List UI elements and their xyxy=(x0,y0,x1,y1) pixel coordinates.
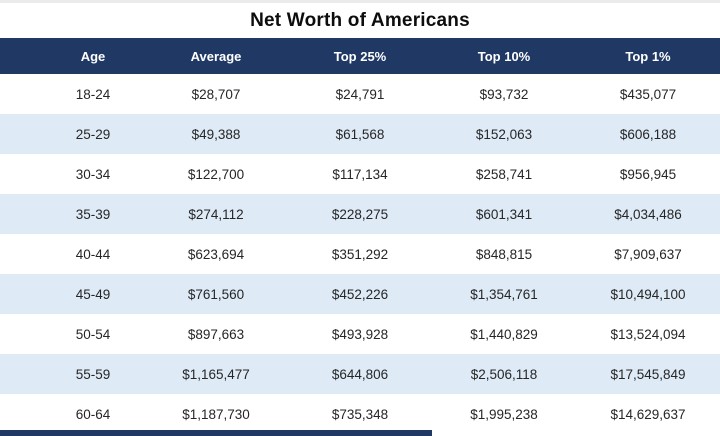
value-cell: $24,791 xyxy=(288,74,432,114)
value-cell: $61,568 xyxy=(288,114,432,154)
table-row: 60-64 $1,187,730 $735,348 $1,995,238 $14,629… xyxy=(0,394,720,434)
table-row: 30-34 $122,700 $117,134 $258,741 $956,945 xyxy=(0,154,720,194)
column-header-average: Average xyxy=(144,38,288,74)
value-cell: $735,348 xyxy=(288,394,432,434)
age-cell: 40-44 xyxy=(0,234,144,274)
table-header: Age Average Top 25% Top 10% Top 1% xyxy=(0,38,720,74)
value-cell: $761,560 xyxy=(144,274,288,314)
value-cell: $117,134 xyxy=(288,154,432,194)
table-row: 35-39 $274,112 $228,275 $601,341 $4,034,486 xyxy=(0,194,720,234)
age-cell: 18-24 xyxy=(0,74,144,114)
age-cell: 50-54 xyxy=(0,314,144,354)
value-cell: $1,440,829 xyxy=(432,314,576,354)
value-cell: $228,275 xyxy=(288,194,432,234)
value-cell: $17,545,849 xyxy=(576,354,720,394)
cutoff-next-section-bar xyxy=(0,430,432,436)
age-cell: 25-29 xyxy=(0,114,144,154)
value-cell: $452,226 xyxy=(288,274,432,314)
column-header-top-1: Top 1% xyxy=(576,38,720,74)
value-cell: $122,700 xyxy=(144,154,288,194)
value-cell: $93,732 xyxy=(432,74,576,114)
value-cell: $14,629,637 xyxy=(576,394,720,434)
value-cell: $1,187,730 xyxy=(144,394,288,434)
value-cell: $1,354,761 xyxy=(432,274,576,314)
column-header-age: Age xyxy=(0,38,144,74)
value-cell: $848,815 xyxy=(432,234,576,274)
value-cell: $49,388 xyxy=(144,114,288,154)
table-row: 25-29 $49,388 $61,568 $152,063 $606,188 xyxy=(0,114,720,154)
value-cell: $897,663 xyxy=(144,314,288,354)
value-cell: $435,077 xyxy=(576,74,720,114)
age-cell: 35-39 xyxy=(0,194,144,234)
value-cell: $493,928 xyxy=(288,314,432,354)
table-body: 18-24 $28,707 $24,791 $93,732 $435,077 25-29 $… xyxy=(0,74,720,434)
title-bar: Net Worth of Americans xyxy=(0,3,720,38)
age-cell: 30-34 xyxy=(0,154,144,194)
table-row: 50-54 $897,663 $493,928 $1,440,829 $13,524,0… xyxy=(0,314,720,354)
table-row: 40-44 $623,694 $351,292 $848,815 $7,909,637 xyxy=(0,234,720,274)
table-row: 18-24 $28,707 $24,791 $93,732 $435,077 xyxy=(0,74,720,114)
value-cell: $152,063 xyxy=(432,114,576,154)
value-cell: $623,694 xyxy=(144,234,288,274)
value-cell: $4,034,486 xyxy=(576,194,720,234)
value-cell: $351,292 xyxy=(288,234,432,274)
value-cell: $2,506,118 xyxy=(432,354,576,394)
table-row: 55-59 $1,165,477 $644,806 $2,506,118 $17,545… xyxy=(0,354,720,394)
value-cell: $606,188 xyxy=(576,114,720,154)
column-header-top-10: Top 10% xyxy=(432,38,576,74)
header-row: Age Average Top 25% Top 10% Top 1% xyxy=(0,38,720,74)
chart-title: Net Worth of Americans xyxy=(250,9,470,31)
value-cell: $274,112 xyxy=(144,194,288,234)
value-cell: $28,707 xyxy=(144,74,288,114)
column-header-top-25: Top 25% xyxy=(288,38,432,74)
value-cell: $7,909,637 xyxy=(576,234,720,274)
value-cell: $1,995,238 xyxy=(432,394,576,434)
value-cell: $956,945 xyxy=(576,154,720,194)
value-cell: $258,741 xyxy=(432,154,576,194)
age-cell: 45-49 xyxy=(0,274,144,314)
table-row: 45-49 $761,560 $452,226 $1,354,761 $10,494,1… xyxy=(0,274,720,314)
age-cell: 60-64 xyxy=(0,394,144,434)
age-cell: 55-59 xyxy=(0,354,144,394)
networth-table: Age Average Top 25% Top 10% Top 1% 18-24 $28,… xyxy=(0,38,720,434)
value-cell: $10,494,100 xyxy=(576,274,720,314)
value-cell: $601,341 xyxy=(432,194,576,234)
value-cell: $1,165,477 xyxy=(144,354,288,394)
value-cell: $13,524,094 xyxy=(576,314,720,354)
value-cell: $644,806 xyxy=(288,354,432,394)
